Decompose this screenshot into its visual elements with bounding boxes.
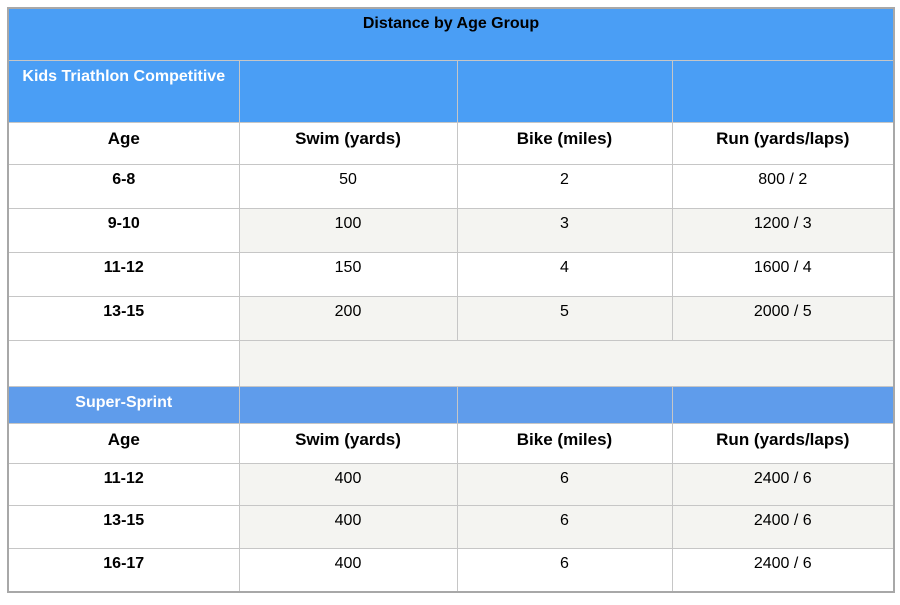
- age-cell[interactable]: 13-15: [7, 504, 240, 549]
- column-header-run[interactable]: Run (yards/laps): [671, 422, 895, 464]
- run-cell[interactable]: 2400 / 6: [671, 547, 895, 593]
- column-header-swim[interactable]: Swim (yards): [238, 121, 458, 165]
- column-header-bike[interactable]: Bike (miles): [456, 121, 673, 165]
- bike-cell[interactable]: 6: [456, 504, 673, 549]
- age-cell[interactable]: 11-12: [7, 462, 240, 506]
- swim-cell[interactable]: 50: [238, 163, 458, 209]
- section-header-empty-cell[interactable]: [671, 59, 895, 123]
- section-header-empty-cell[interactable]: [238, 59, 458, 123]
- column-header-age[interactable]: Age: [7, 422, 240, 464]
- age-cell[interactable]: 16-17: [7, 547, 240, 593]
- column-header-row: Age Swim (yards) Bike (miles) Run (yards…: [7, 121, 895, 165]
- section-header-super-sprint[interactable]: Super-Sprint: [7, 385, 240, 424]
- table-row: 11-12 150 4 1600 / 4: [7, 251, 895, 297]
- section-header-kids-triathlon[interactable]: Kids Triathlon Competitive: [7, 59, 240, 123]
- section-header-empty-cell[interactable]: [238, 385, 458, 424]
- column-header-age[interactable]: Age: [7, 121, 240, 165]
- bike-cell[interactable]: 5: [456, 295, 673, 341]
- section-row-kids: Kids Triathlon Competitive: [7, 59, 895, 123]
- bike-cell[interactable]: 6: [456, 462, 673, 506]
- run-cell[interactable]: 2400 / 6: [671, 462, 895, 506]
- column-header-run[interactable]: Run (yards/laps): [671, 121, 895, 165]
- age-cell[interactable]: 6-8: [7, 163, 240, 209]
- swim-cell[interactable]: 400: [238, 462, 458, 506]
- bike-cell[interactable]: 6: [456, 547, 673, 593]
- run-cell[interactable]: 2000 / 5: [671, 295, 895, 341]
- run-cell[interactable]: 2400 / 6: [671, 504, 895, 549]
- swim-cell[interactable]: 400: [238, 504, 458, 549]
- swim-cell[interactable]: 400: [238, 547, 458, 593]
- swim-cell[interactable]: 100: [238, 207, 458, 253]
- age-cell[interactable]: 11-12: [7, 251, 240, 297]
- table-row: 9-10 100 3 1200 / 3: [7, 207, 895, 253]
- table-row: 13-15 400 6 2400 / 6: [7, 504, 895, 549]
- bike-cell[interactable]: 2: [456, 163, 673, 209]
- table-row: 13-15 200 5 2000 / 5: [7, 295, 895, 341]
- table-row: 11-12 400 6 2400 / 6: [7, 462, 895, 506]
- distance-table: Distance by Age Group Kids Triathlon Com…: [7, 7, 896, 593]
- age-cell[interactable]: 13-15: [7, 295, 240, 341]
- section-row-super-sprint: Super-Sprint: [7, 385, 895, 424]
- column-header-row: Age Swim (yards) Bike (miles) Run (yards…: [7, 422, 895, 464]
- section-header-empty-cell[interactable]: [456, 385, 673, 424]
- run-cell[interactable]: 1600 / 4: [671, 251, 895, 297]
- swim-cell[interactable]: 200: [238, 295, 458, 341]
- run-cell[interactable]: 800 / 2: [671, 163, 895, 209]
- column-header-swim[interactable]: Swim (yards): [238, 422, 458, 464]
- run-cell[interactable]: 1200 / 3: [671, 207, 895, 253]
- section-header-empty-cell[interactable]: [456, 59, 673, 123]
- swim-cell[interactable]: 150: [238, 251, 458, 297]
- age-cell[interactable]: 9-10: [7, 207, 240, 253]
- bike-cell[interactable]: 4: [456, 251, 673, 297]
- table-title[interactable]: Distance by Age Group: [7, 7, 895, 61]
- section-header-empty-cell[interactable]: [671, 385, 895, 424]
- bike-cell[interactable]: 3: [456, 207, 673, 253]
- table-row: 16-17 400 6 2400 / 6: [7, 547, 895, 593]
- title-row: Distance by Age Group: [7, 7, 895, 61]
- spacer-age-cell[interactable]: [7, 339, 240, 387]
- spacer-row: [7, 339, 895, 387]
- column-header-bike[interactable]: Bike (miles): [456, 422, 673, 464]
- table-row: 6-8 50 2 800 / 2: [7, 163, 895, 209]
- spacer-gray-cell[interactable]: [238, 339, 895, 387]
